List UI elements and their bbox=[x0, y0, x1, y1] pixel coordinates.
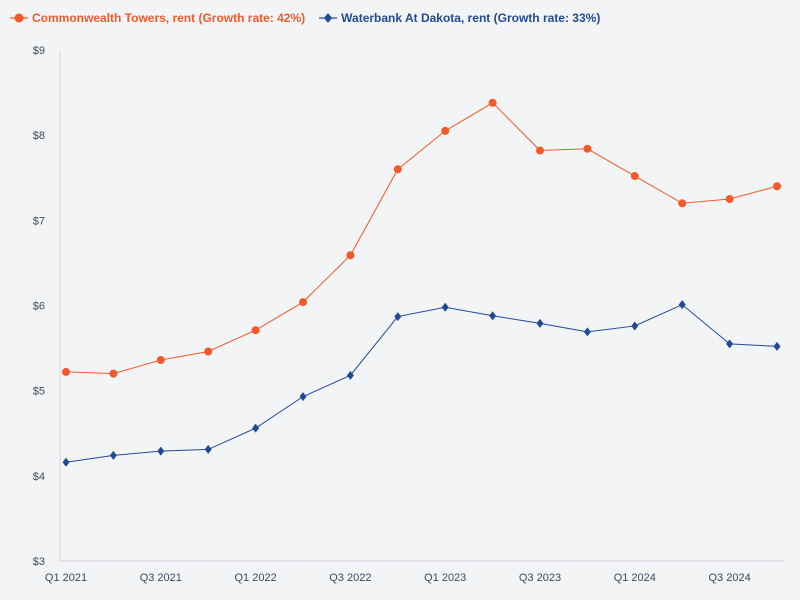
x-tick-label: Q3 2024 bbox=[708, 572, 750, 584]
legend: Commonwealth Towers, rent (Growth rate: … bbox=[10, 8, 614, 28]
data-point[interactable] bbox=[678, 300, 686, 310]
legend-item-waterbank[interactable]: Waterbank At Dakota, rent (Growth rate: … bbox=[319, 11, 600, 25]
data-point[interactable] bbox=[489, 311, 497, 321]
series-line-0 bbox=[65, 102, 778, 375]
x-tick-label: Q3 2023 bbox=[519, 572, 561, 584]
data-point[interactable] bbox=[204, 347, 213, 356]
data-point[interactable] bbox=[773, 182, 781, 191]
y-tick-label: $9 bbox=[33, 45, 45, 57]
data-point[interactable] bbox=[299, 298, 307, 307]
data-point[interactable] bbox=[536, 318, 544, 328]
data-point[interactable] bbox=[441, 126, 450, 135]
diamond-marker-icon bbox=[319, 13, 338, 23]
y-tick-label: $3 bbox=[33, 556, 45, 568]
x-tick-label: Q3 2021 bbox=[140, 572, 182, 584]
y-tick-label: $7 bbox=[33, 215, 45, 227]
y-tick-label: $8 bbox=[33, 130, 45, 142]
data-point[interactable] bbox=[773, 341, 781, 351]
data-point[interactable] bbox=[251, 326, 260, 335]
legend-item-commonwealth[interactable]: Commonwealth Towers, rent (Growth rate: … bbox=[10, 11, 305, 25]
data-point[interactable] bbox=[109, 369, 118, 378]
y-tick-label: $5 bbox=[33, 386, 45, 398]
x-tick-label: Q3 2022 bbox=[329, 572, 371, 584]
series-line-1 bbox=[65, 304, 778, 463]
legend-label-waterbank: Waterbank At Dakota, rent (Growth rate: … bbox=[341, 11, 601, 25]
data-point[interactable] bbox=[583, 144, 592, 153]
data-point[interactable] bbox=[726, 339, 734, 349]
series-layer bbox=[62, 98, 781, 467]
data-point[interactable] bbox=[299, 392, 307, 402]
data-point[interactable] bbox=[441, 302, 449, 312]
tick-labels: $3 $4 $5 $6 $7 $8 $9 Q1 2021 Q3 2021 Q1 2022 Q3 20… bbox=[33, 45, 751, 584]
data-point[interactable] bbox=[631, 321, 639, 331]
data-point[interactable] bbox=[62, 457, 70, 467]
data-point[interactable] bbox=[156, 356, 165, 365]
data-point[interactable] bbox=[536, 146, 544, 155]
x-tick-label: Q1 2021 bbox=[45, 572, 87, 584]
axes bbox=[59, 50, 784, 562]
x-tick-label: Q1 2024 bbox=[614, 572, 656, 584]
x-tick-label: Q1 2023 bbox=[424, 572, 466, 584]
data-point[interactable] bbox=[583, 327, 591, 337]
data-point[interactable] bbox=[346, 251, 355, 260]
y-tick-label: $6 bbox=[33, 301, 45, 313]
circle-marker-icon bbox=[10, 13, 28, 23]
data-point[interactable] bbox=[678, 199, 687, 208]
data-point[interactable] bbox=[204, 444, 212, 454]
data-point[interactable] bbox=[346, 370, 354, 380]
data-point[interactable] bbox=[393, 165, 402, 174]
y-tick-label: $4 bbox=[33, 471, 45, 483]
data-point[interactable] bbox=[252, 423, 260, 433]
legend-label-commonwealth: Commonwealth Towers, rent (Growth rate: … bbox=[32, 11, 306, 25]
data-point[interactable] bbox=[109, 450, 117, 460]
data-point[interactable] bbox=[488, 98, 497, 107]
data-point[interactable] bbox=[157, 446, 165, 456]
x-tick-label: Q1 2022 bbox=[234, 572, 276, 584]
data-point[interactable] bbox=[394, 312, 402, 322]
data-point[interactable] bbox=[725, 195, 734, 204]
data-point[interactable] bbox=[62, 367, 70, 376]
data-point[interactable] bbox=[630, 172, 639, 181]
